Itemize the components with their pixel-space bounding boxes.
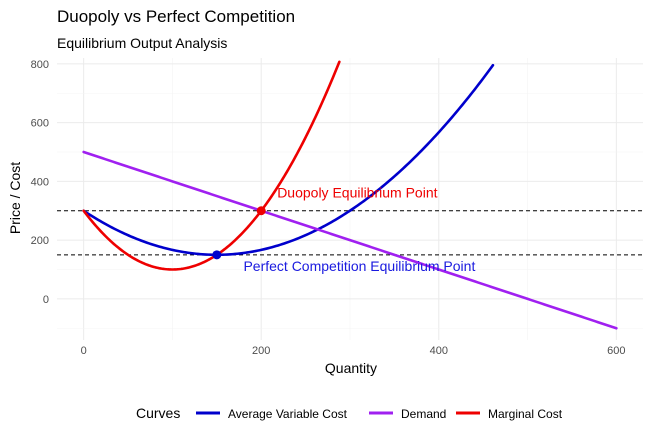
- series-line-demand: [82, 150, 618, 330]
- equilibrium-point: [212, 250, 222, 260]
- y-tick-label: 200: [31, 235, 49, 247]
- series-line-marginal-cost: [82, 60, 341, 271]
- annotations: Duopoly Equilibrium Point Perfect Competi…: [243, 185, 475, 274]
- equilibrium-point: [256, 206, 266, 216]
- series-line-average-variable-cost: [82, 63, 495, 257]
- y-axis-label: Price / Cost: [7, 162, 23, 234]
- chart-subtitle: Equilibrium Output Analysis: [57, 35, 228, 51]
- tick-labels: 0 200 400 600 0 200 400 600 800: [31, 59, 626, 357]
- x-tick-label: 0: [81, 345, 87, 357]
- legend-title: Curves: [136, 405, 180, 421]
- y-tick-label: 0: [43, 294, 49, 306]
- y-tick-label: 800: [31, 59, 49, 71]
- y-tick-label: 400: [31, 176, 49, 188]
- legend-entry-label: Average Variable Cost: [228, 407, 348, 421]
- x-tick-label: 200: [252, 345, 270, 357]
- legend-entry-label: Marginal Cost: [488, 407, 563, 421]
- legend-entry-label: Demand: [401, 407, 446, 421]
- series-lines: [82, 60, 618, 330]
- annotation-label: Perfect Competition Equilibrium Point: [243, 258, 475, 274]
- equilibrium-points: [212, 206, 266, 260]
- legend: Curves Average Variable Cost Demand Margin…: [136, 405, 563, 421]
- y-tick-label: 600: [31, 118, 49, 130]
- annotation-label: Duopoly Equilibrium Point: [277, 185, 437, 201]
- x-tick-label: 600: [607, 345, 625, 357]
- chart-title: Duopoly vs Perfect Competition: [57, 7, 296, 26]
- x-tick-label: 400: [430, 345, 448, 357]
- x-axis-label: Quantity: [325, 360, 377, 376]
